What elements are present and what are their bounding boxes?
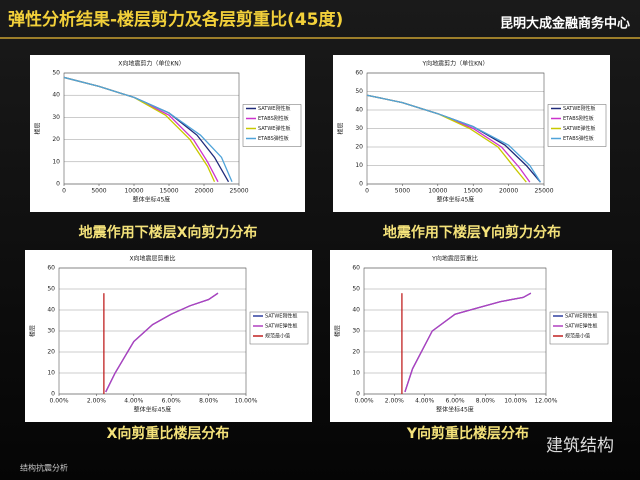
plot-frame [58,267,247,395]
y-axis-label: 楼层 [34,122,42,134]
chart-title: Y向地震层剪重比 [431,255,478,263]
y-tick-label: 20 [355,144,363,151]
x-tick-label: 5000 [91,188,106,195]
legend-label: 规范最小值 [265,333,290,340]
x-tick-label: 10.00% [235,398,258,405]
chart-title: X向地震层剪重比 [129,255,175,263]
x-tick-label: 4.00% [124,398,143,405]
y-tick-label: 60 [355,70,363,77]
x-tick-label: 6.00% [445,398,464,405]
x-tick-label: 10.00% [504,398,527,405]
x-tick-label: 25000 [229,188,248,195]
x-tick-label: 5000 [395,188,410,195]
x-tick-label: 10000 [124,188,143,195]
x-tick-label: 4.00% [415,398,434,405]
y-tick-label: 0 [51,391,55,398]
y-tick-label: 0 [356,391,360,398]
y-tick-label: 10 [352,370,360,377]
x-tick-label: 0 [62,188,66,195]
y-tick-label: 20 [47,349,55,356]
y-axis-label: 楼层 [334,325,342,337]
y-tick-label: 30 [47,328,55,335]
line-series [105,292,219,393]
x-axis-label: 整体坐标45度 [134,406,172,414]
x-tick-label: 12.00% [535,398,558,405]
chart-title: Y向地震剪力（单位KN） [421,60,488,68]
x-tick-label: 15000 [159,188,178,195]
y-tick-label: 40 [52,92,60,99]
x-tick-label: 0.00% [354,398,373,405]
y-tick-label: 40 [352,307,360,314]
project-name: 昆明大成金融商务中心 [500,16,630,32]
y-tick-label: 30 [352,328,360,335]
caption: 地震作用下楼层Y向剪力分布 [383,224,561,241]
y-tick-label: 30 [52,114,60,121]
y-tick-label: 50 [52,70,60,77]
plot-frame [363,267,547,395]
x-tick-label: 2.00% [87,398,106,405]
y-tick-label: 0 [56,181,60,188]
legend-label: ETABS刚性板 [258,115,289,122]
y-tick-label: 50 [47,286,55,293]
legend-label: ETABS弹性板 [563,135,594,142]
y-tick-label: 50 [355,88,363,95]
plot-frame [63,72,240,185]
plot-frame [366,72,545,185]
legend-label: ETABS弹性板 [258,135,289,142]
x-tick-label: 6.00% [162,398,181,405]
y-tick-label: 60 [47,265,55,272]
y-tick-label: 0 [359,181,363,188]
x-tick-label: 8.00% [476,398,495,405]
legend-label: SATWE刚性板 [265,313,297,320]
y-tick-label: 10 [47,370,55,377]
watermark: 建筑结构 [546,436,614,456]
y-axis-label: 楼层 [29,325,37,337]
legend-label: SATWE弹性板 [265,323,297,330]
y-tick-label: 10 [52,158,60,165]
x-axis-label: 整体坐标45度 [133,196,171,204]
line-series [404,292,532,393]
x-tick-label: 0 [365,188,369,195]
legend-label: SATWE弹性板 [258,125,290,132]
x-tick-label: 0.00% [49,398,68,405]
y-tick-label: 50 [352,286,360,293]
x-tick-label: 8.00% [199,398,218,405]
y-tick-label: 60 [352,265,360,272]
line-series [366,94,542,183]
footer-text: 结构抗震分析 [20,463,68,473]
x-tick-label: 15000 [464,188,483,195]
legend-label: SATWE弹性板 [563,125,595,132]
chart-title: X向地震剪力（单位KN） [118,60,185,68]
x-tick-label: 20000 [499,188,518,195]
legend-label: SATWE刚性板 [565,313,597,320]
legend-box [547,104,607,147]
legend-label: 规范最小值 [565,333,590,340]
y-tick-label: 20 [52,136,60,143]
y-tick-label: 40 [47,307,55,314]
x-tick-label: 25000 [534,188,553,195]
legend-box [249,311,309,345]
caption: Y向剪重比楼层分布 [406,425,529,442]
x-tick-label: 10000 [428,188,447,195]
legend-label: ETABS刚性板 [563,115,594,122]
legend-box [549,311,609,345]
y-axis-label: 楼层 [337,122,345,134]
y-tick-label: 10 [355,162,363,169]
x-axis-label: 整体坐标45度 [437,196,475,204]
y-tick-label: 40 [355,107,363,114]
legend-label: SATWE弹性板 [565,323,597,330]
slide-title: 弹性分析结果-楼层剪力及各层剪重比(45度) [8,9,343,30]
x-tick-label: 2.00% [385,398,404,405]
x-tick-label: 20000 [194,188,213,195]
y-tick-label: 30 [355,125,363,132]
legend-label: SATWE刚性板 [258,105,290,112]
caption: 地震作用下楼层X向剪力分布 [79,224,258,241]
legend-label: SATWE刚性板 [563,105,595,112]
x-axis-label: 整体坐标45度 [436,406,474,414]
legend-box [242,104,302,147]
caption: X向剪重比楼层分布 [107,425,230,442]
y-tick-label: 20 [352,349,360,356]
line-series [63,76,233,183]
